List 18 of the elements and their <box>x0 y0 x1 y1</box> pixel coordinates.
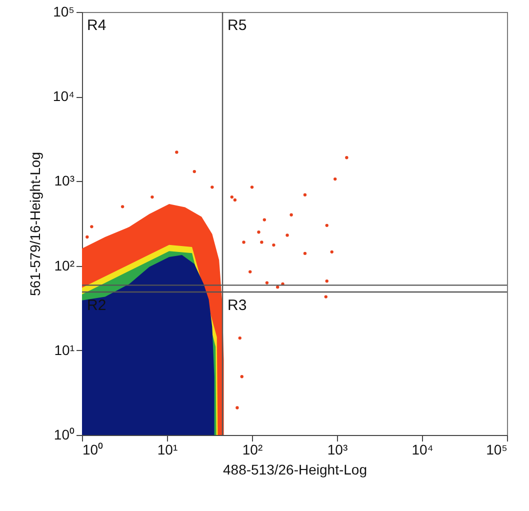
annotation: R2 <box>87 297 106 314</box>
y-tick-label: 10³ <box>54 172 75 189</box>
y-tick-label: 10¹ <box>54 342 75 358</box>
y-tick-label: 10⁰ <box>54 426 74 442</box>
y-tick-label: 10⁴ <box>52 88 74 104</box>
y-tick-label: 10⁵ <box>53 4 74 20</box>
x-tick-label: 10⁰ <box>82 442 104 458</box>
y-axis-title: 561-579/16-Height-Log <box>26 152 43 296</box>
x-tick-label: 10³ <box>327 442 348 458</box>
x-tick-label: 10² <box>242 442 263 458</box>
annotation: R5 <box>228 17 247 34</box>
y-tick-label: 10² <box>54 257 75 274</box>
x-tick-label: 10¹ <box>157 442 178 458</box>
x-tick-label: 10⁵ <box>486 442 508 458</box>
annotation: R4 <box>87 17 106 34</box>
x-tick-label: 10⁴ <box>412 442 434 458</box>
annotation: R3 <box>228 297 247 314</box>
x-axis-title: 488-513/26-Height-Log <box>223 462 367 478</box>
